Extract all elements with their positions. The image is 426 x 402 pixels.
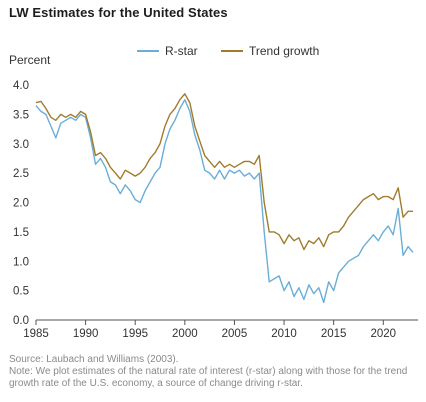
legend-item-rstar: R-star [137,44,198,58]
legend-label-rstar: R-star [165,44,198,58]
x-tick-label: 2020 [370,328,396,340]
chart-title: LW Estimates for the United States [9,5,228,20]
x-tick-label: 1985 [23,328,49,340]
legend-swatch-trend [221,50,243,52]
line-chart: 0.0 0.5 1.0 1.5 2.0 2.5 3.0 3.5 4.0 1985 1990 1995 2… [13,80,418,340]
x-tick-label: 2010 [271,328,297,340]
x-tick-label: 2000 [172,328,198,340]
y-tick-label: 1.5 [13,227,29,239]
chart-legend: R-star Trend growth [0,44,426,58]
y-tick-label: 0.5 [13,286,29,298]
y-tick-label: 4.0 [13,80,29,92]
x-tick-label: 2005 [222,328,248,340]
trend-growth-line [35,93,413,251]
legend-swatch-rstar [137,50,159,52]
x-tick-label: 1995 [122,328,148,340]
y-tick-label: 3.0 [13,139,29,151]
x-tick-label: 2015 [321,328,347,340]
y-tick-label: 3.5 [13,109,29,121]
legend-item-trend: Trend growth [221,44,319,58]
legend-label-trend: Trend growth [249,44,320,58]
y-tick-label: 1.0 [13,256,29,268]
y-axis-label: Percent [9,53,51,67]
y-tick-label: 0.0 [13,315,29,327]
source-note: Source: Laubach and Williams (2003). [9,354,179,365]
y-tick-label: 2.0 [13,198,29,210]
x-tick-label: 1990 [73,328,99,340]
chart-note: Note: We plot estimates of the natural r… [9,366,408,389]
y-tick-label: 2.5 [13,168,29,180]
rstar-line [35,99,414,304]
